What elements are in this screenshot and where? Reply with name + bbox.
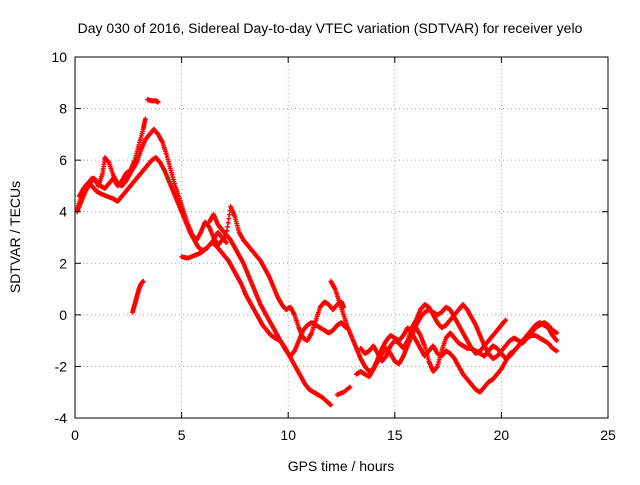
data-point [225, 224, 230, 230]
plot-frame [74, 56, 609, 419]
data-point [140, 278, 146, 284]
y-axis-title: SDTVAR / TECUs [7, 181, 23, 293]
x-tick-label: 10 [280, 427, 296, 443]
data-point [226, 216, 232, 222]
y-tick-label: 10 [51, 49, 67, 65]
data-point [554, 338, 560, 344]
chart-title: Day 030 of 2016, Sidereal Day-to-day VTE… [78, 20, 583, 36]
axis-ticks: 0 5 10 15 20 25 -4 -2 0 2 4 6 8 10 [51, 49, 616, 443]
data-point [503, 317, 509, 323]
grid-lines [75, 57, 608, 418]
data-point [554, 330, 560, 336]
y-tick-label: -4 [55, 410, 68, 426]
data-point [142, 116, 148, 122]
data-point [223, 232, 229, 238]
y-tick-label: 8 [59, 101, 67, 117]
x-tick-label: 20 [494, 427, 510, 443]
series-track-i [334, 384, 353, 398]
y-tick-label: 0 [59, 307, 67, 323]
y-tick-label: 6 [59, 152, 67, 168]
x-axis-title: GPS time / hours [288, 458, 395, 474]
x-tick-label: 15 [387, 427, 403, 443]
x-tick-label: 5 [178, 427, 186, 443]
series-track-h [328, 278, 509, 374]
y-tick-label: 2 [59, 255, 67, 271]
series-track-e [179, 229, 229, 261]
series-track-g [130, 278, 146, 315]
data-point [155, 99, 161, 105]
data-point [334, 392, 340, 398]
data-point [554, 348, 560, 354]
data-point [223, 240, 229, 246]
y-tick-label: -2 [55, 358, 68, 374]
data-point [224, 228, 230, 234]
x-tick-label: 0 [71, 427, 79, 443]
x-tick-label: 25 [600, 427, 616, 443]
data-point [328, 402, 334, 408]
series-track-l [413, 325, 560, 374]
y-tick-label: 4 [59, 204, 67, 220]
data-points [74, 97, 560, 408]
data-point [227, 212, 232, 218]
series-track-b [145, 97, 161, 105]
data-point [225, 220, 231, 226]
